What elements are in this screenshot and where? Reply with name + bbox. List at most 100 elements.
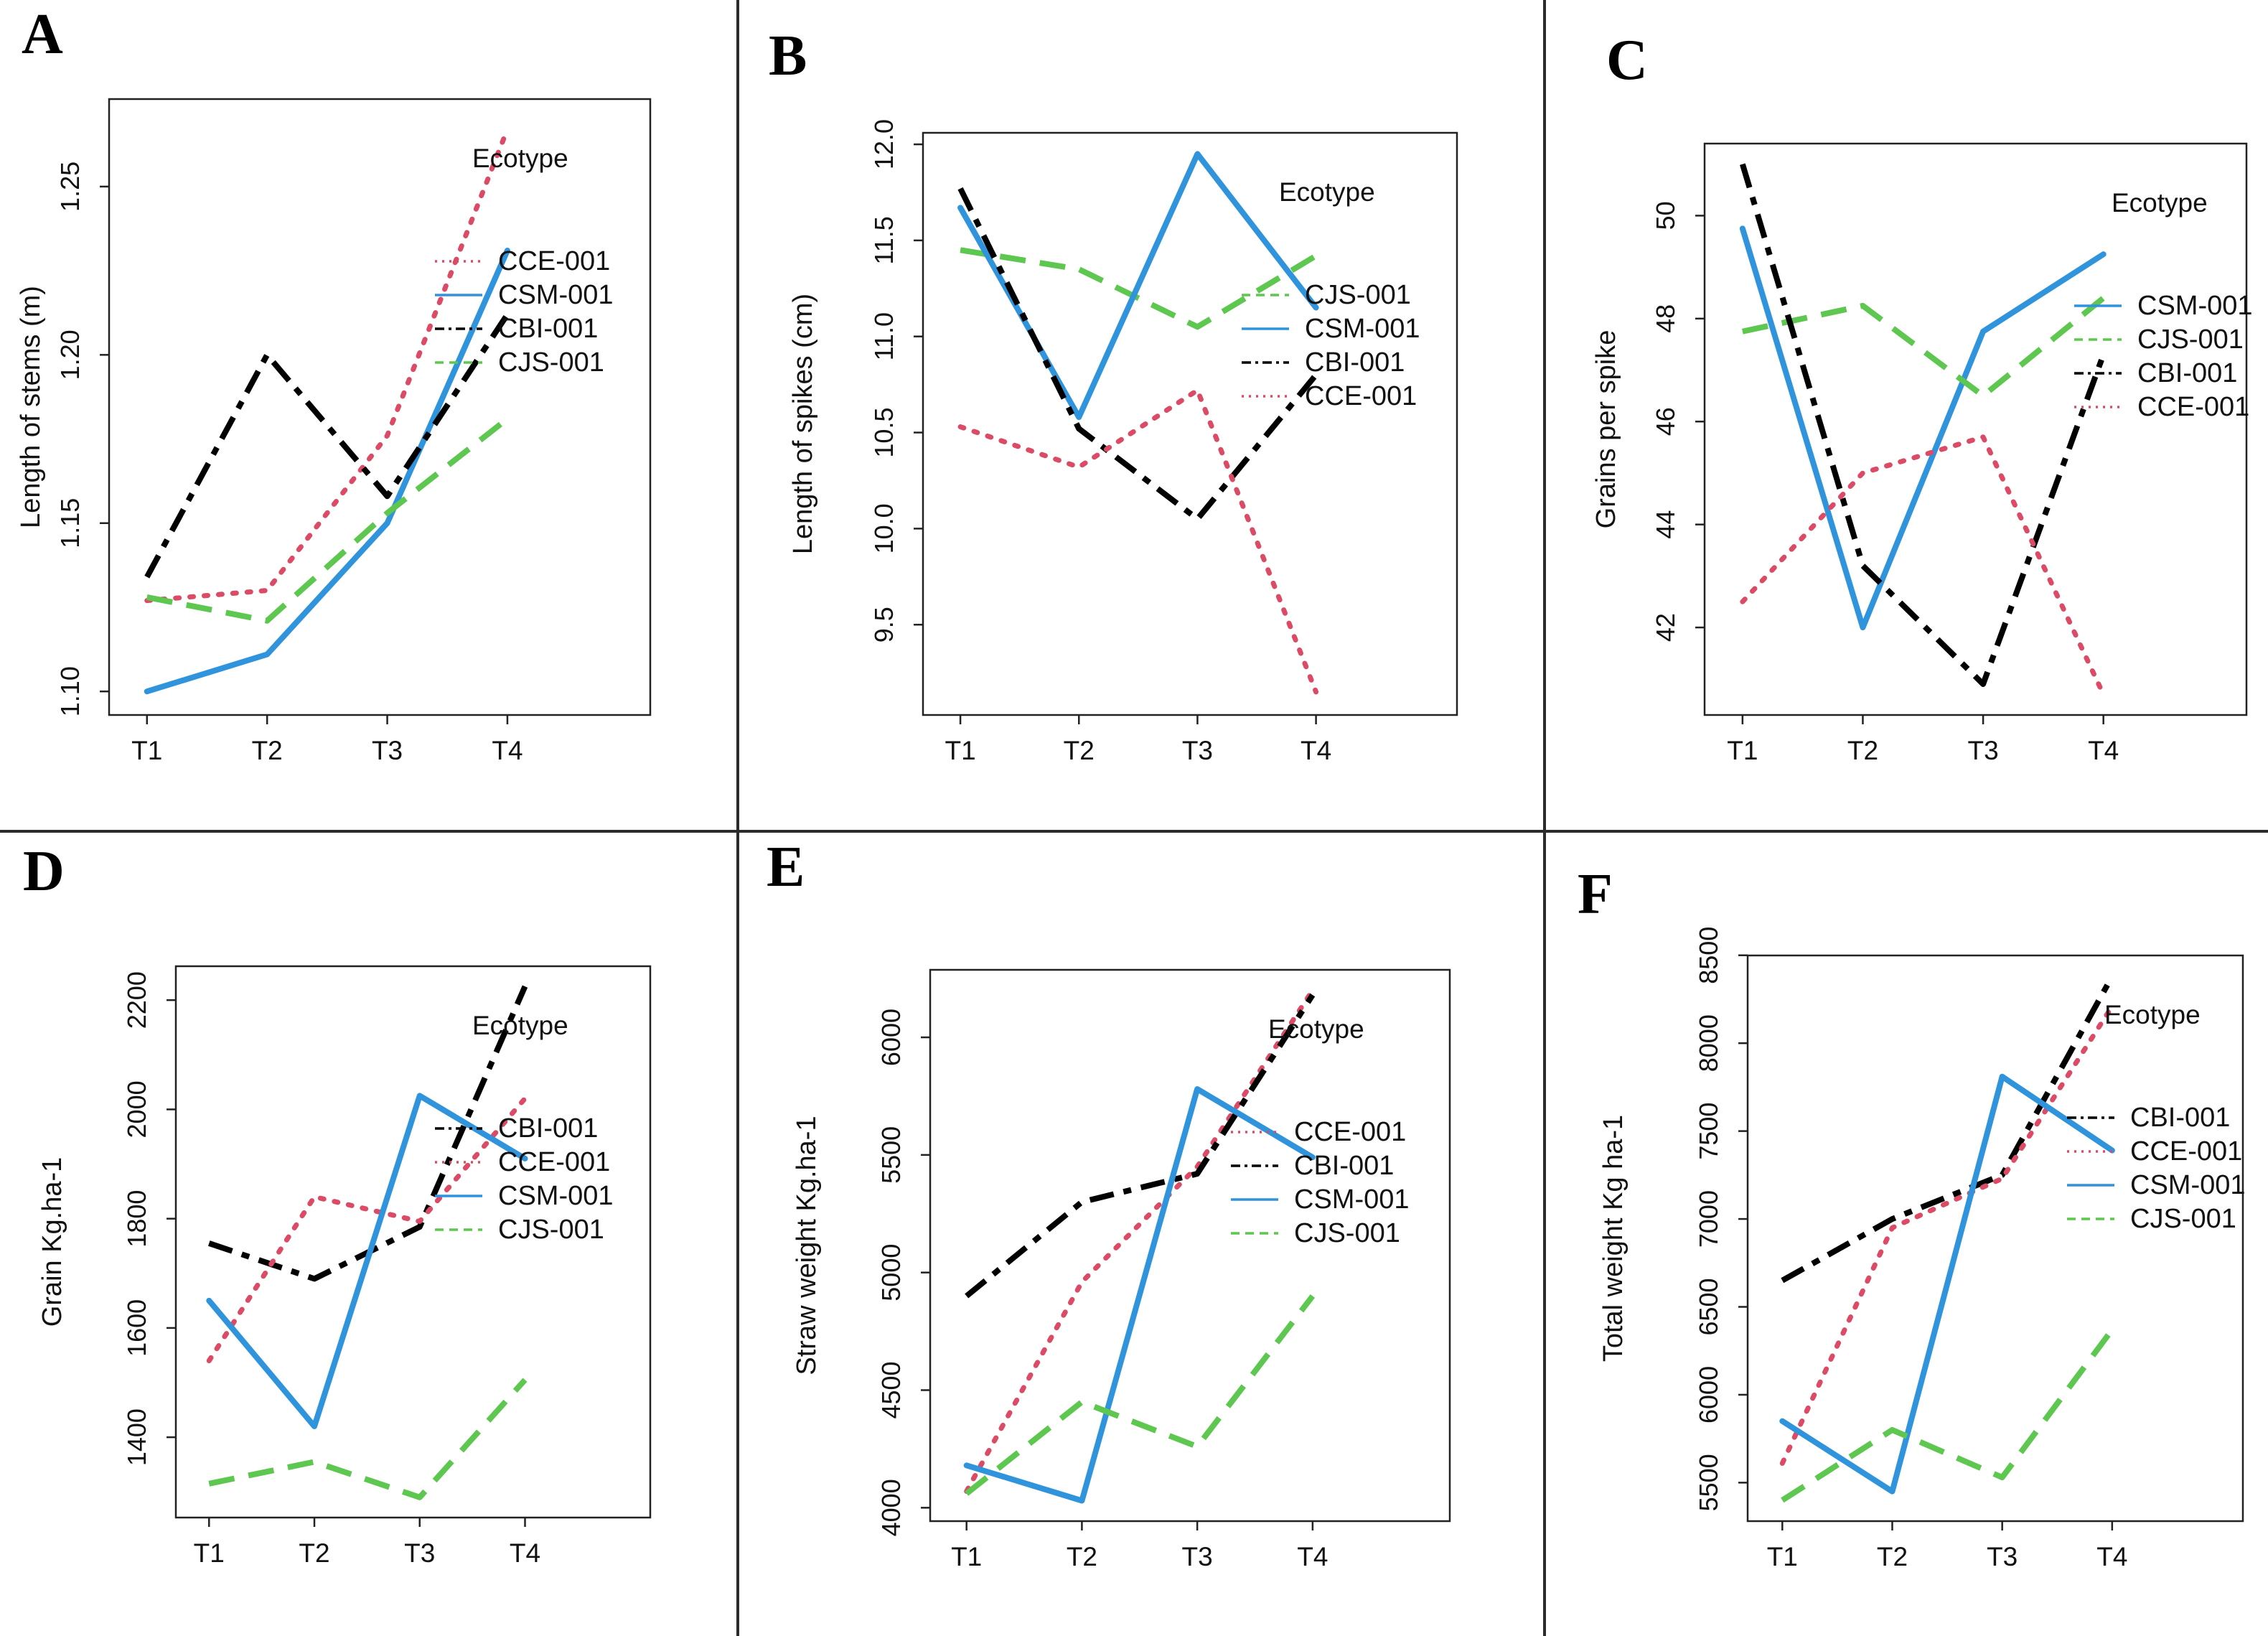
- y-tick-label: 10.5: [869, 408, 899, 458]
- panel-c-chart: 42 44 46 48 50 T1 T2 T3 T4 Grains per spike Ecotyp…: [1591, 142, 2253, 765]
- legend-title: Ecotype: [2104, 1000, 2201, 1029]
- y-axis-title: Length of spikes (cm): [788, 294, 818, 554]
- series-line-cjs-001: [1742, 296, 2106, 399]
- x-tick-label: T1: [194, 1538, 225, 1568]
- panel-c: C 42 44 46 48 50 T1 T2 T3 T4 Grains per spike Ecot…: [1543, 0, 2268, 830]
- legend-label: CSM-001: [498, 280, 614, 310]
- y-tick-label: 6500: [1694, 1278, 1723, 1335]
- y-tick-label: 4500: [876, 1361, 906, 1418]
- x-tick-label: T2: [1847, 736, 1878, 765]
- legend-label: CSM-001: [1305, 314, 1420, 344]
- panel-f: F 5500 6000 6500 7000 7500 8000 8500 T1 T2 T3 T4 To…: [1543, 830, 2268, 1636]
- y-tick-label: 42: [1651, 613, 1680, 642]
- legend-label: CJS-001: [2137, 324, 2244, 355]
- y-tick-label: 8000: [1694, 1014, 1723, 1072]
- y-tick-label: 6000: [876, 1009, 906, 1066]
- y-tick-label: 12.0: [869, 119, 899, 169]
- panel-e: E 4000 4500 5000 5500 6000 T1 T2 T3 T4 Straw weig…: [736, 830, 1543, 1636]
- x-tick-label: T3: [1182, 1542, 1213, 1571]
- y-tick-label: 10.0: [869, 503, 899, 553]
- column-divider-2: [1543, 0, 1546, 1636]
- legend-label: CCE-001: [498, 1147, 610, 1177]
- y-tick-label: 1.25: [55, 162, 85, 212]
- series-line-csm-001: [963, 1086, 1316, 1504]
- panel-letter: C: [1606, 29, 1648, 92]
- panel-letter: A: [22, 3, 63, 66]
- panel-letter: F: [1578, 863, 1613, 926]
- y-tick-label: 1800: [122, 1190, 151, 1248]
- legend-title: Ecotype: [1268, 1014, 1364, 1044]
- panel-a: A 1.10 1.15 1.20 1.25 T1 T2 T3 T4 Length of stem…: [0, 0, 736, 830]
- panel-d-chart: 1400 1600 1800 2000 2200 T1 T2 T3 T4 Grain Kg.ha-…: [37, 965, 652, 1568]
- series-line-cbi-001: [1740, 163, 2107, 687]
- legend-label: CBI-001: [1294, 1151, 1394, 1181]
- y-tick-label: 5500: [1694, 1454, 1723, 1511]
- series-line-csm-001: [1739, 225, 2107, 631]
- x-tick-label: T4: [492, 736, 523, 765]
- series-line-cjs-001: [208, 1378, 528, 1500]
- x-tick-label: T4: [1297, 1542, 1328, 1571]
- y-tick-label: 1.15: [55, 498, 85, 548]
- series-line-cce-001: [964, 988, 1316, 1494]
- x-tick-label: T2: [1877, 1542, 1908, 1571]
- x-tick-label: T3: [1182, 736, 1213, 765]
- x-tick-label: T2: [1064, 736, 1095, 765]
- legend-label: CCE-001: [2130, 1136, 2242, 1167]
- plot-frame: [1746, 954, 2244, 1523]
- legend-label: CCE-001: [2137, 392, 2249, 422]
- x-tick-label: T4: [2096, 1542, 2127, 1571]
- series-line-cce-001: [957, 388, 1319, 695]
- legend-title: Ecotype: [1279, 177, 1375, 207]
- y-tick-label: 7000: [1694, 1190, 1723, 1248]
- panel-letter: D: [23, 840, 65, 903]
- y-tick-label: 7500: [1694, 1103, 1723, 1160]
- column-divider-1: [736, 0, 739, 1636]
- y-axis-title: Grains per spike: [1591, 330, 1621, 529]
- legend-label: CJS-001: [498, 1215, 604, 1245]
- series-line-csm-001: [1779, 1073, 2115, 1495]
- y-tick-label: 5500: [876, 1126, 906, 1184]
- legend-title: Ecotype: [472, 1011, 568, 1040]
- x-tick-label: T4: [1301, 736, 1331, 765]
- x-tick-label: T4: [510, 1538, 540, 1568]
- y-tick-label: 48: [1651, 304, 1680, 333]
- plot-frame: [1703, 142, 2248, 716]
- x-tick-label: T2: [299, 1538, 329, 1568]
- series-line-cjs-001: [146, 416, 510, 624]
- legend-label: CJS-001: [2130, 1204, 2236, 1234]
- legend-label: CSM-001: [2137, 291, 2253, 321]
- y-axis-title: Grain Kg.ha-1: [37, 1157, 67, 1327]
- x-tick-label: T4: [2088, 736, 2119, 765]
- y-tick-label: 1400: [122, 1408, 151, 1466]
- x-tick-label: T2: [252, 736, 283, 765]
- legend-label: CBI-001: [498, 314, 598, 344]
- x-tick-label: T2: [1067, 1542, 1097, 1571]
- legend-label: CCE-001: [1294, 1117, 1406, 1147]
- plot-frame: [108, 98, 652, 716]
- x-tick-label: T3: [1987, 1542, 2018, 1571]
- panel-letter: B: [769, 24, 807, 88]
- y-tick-label: 4000: [876, 1479, 906, 1536]
- series-line-cjs-001: [1781, 1327, 2115, 1503]
- legend-label: CCE-001: [1305, 381, 1417, 411]
- panel-e-chart: 4000 4500 5000 5500 6000 T1 T2 T3 T4 Straw weight…: [792, 968, 1451, 1571]
- x-tick-label: T1: [1767, 1542, 1798, 1571]
- legend-label: CJS-001: [1294, 1218, 1400, 1248]
- series-line-cce-001: [1740, 434, 2107, 697]
- legend-label: CBI-001: [2137, 358, 2237, 388]
- y-tick-label: 50: [1651, 201, 1680, 230]
- row-divider: [0, 830, 2268, 833]
- legend-label: CBI-001: [498, 1113, 598, 1144]
- x-tick-label: T1: [1727, 736, 1758, 765]
- series-line-csm-001: [206, 1093, 528, 1429]
- series-line-cjs-001: [960, 247, 1318, 330]
- x-tick-label: T3: [372, 736, 403, 765]
- panel-d: D 1400 1600 1800 2000 2200 T1 T2 T3 T4 Grain Kg.h…: [0, 830, 736, 1636]
- panel-letter: E: [767, 836, 805, 899]
- y-axis-title: Length of stems (m): [16, 286, 46, 528]
- series-line-cjs-001: [965, 1294, 1316, 1496]
- series-line-cbi-001: [957, 187, 1318, 522]
- series-line-cbi-001: [144, 312, 510, 579]
- x-tick-label: T1: [951, 1542, 982, 1571]
- y-tick-label: 46: [1651, 407, 1680, 436]
